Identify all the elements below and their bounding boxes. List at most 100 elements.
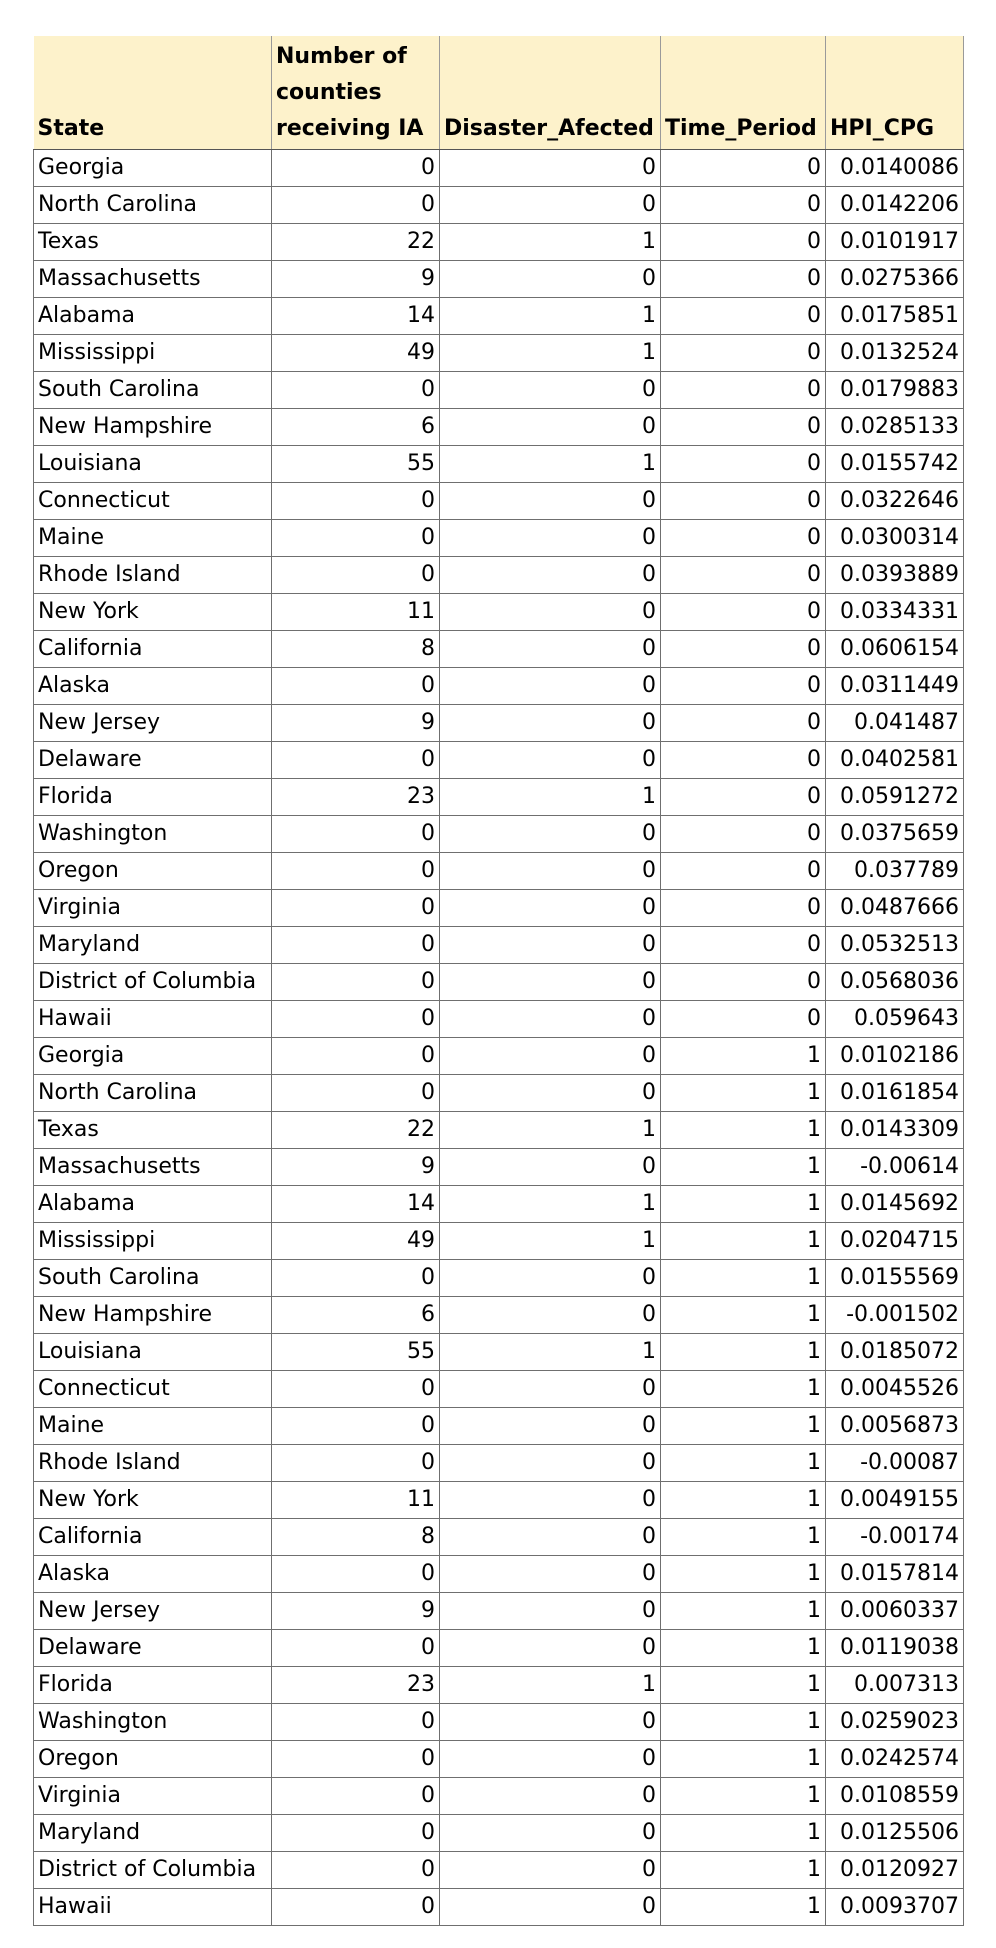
disaster-cell[interactable]: 0 [439,1851,661,1889]
state-cell[interactable]: Alaska [33,667,272,705]
hpi-cell[interactable]: 0.059643 [825,1000,964,1038]
time-period-cell[interactable]: 1 [660,1370,826,1408]
state-cell[interactable]: District of Columbia [33,1851,272,1889]
hpi-cell[interactable]: 0.0204715 [825,1222,964,1260]
hpi-cell[interactable]: 0.0606154 [825,630,964,668]
hpi-cell[interactable]: 0.0108559 [825,1777,964,1815]
disaster-cell[interactable]: 0 [439,1740,661,1778]
disaster-cell[interactable]: 1 [439,1111,661,1149]
counties-cell[interactable]: 0 [271,556,440,594]
counties-cell[interactable]: 9 [271,704,440,742]
time-period-cell[interactable]: 0 [660,371,826,409]
time-period-cell[interactable]: 1 [660,1444,826,1482]
state-cell[interactable]: Rhode Island [33,1444,272,1482]
hpi-cell[interactable]: 0.0322646 [825,482,964,520]
disaster-cell[interactable]: 0 [439,926,661,964]
counties-cell[interactable]: 9 [271,260,440,298]
hpi-cell[interactable]: 0.0334331 [825,593,964,631]
hpi-cell[interactable]: 0.0311449 [825,667,964,705]
disaster-cell[interactable]: 1 [439,778,661,816]
disaster-cell[interactable]: 0 [439,519,661,557]
header-disaster-affected[interactable]: Disaster_Afected [439,36,661,150]
hpi-cell[interactable]: 0.0375659 [825,815,964,853]
counties-cell[interactable]: 0 [271,482,440,520]
state-cell[interactable]: New Hampshire [33,408,272,446]
counties-cell[interactable]: 0 [271,1777,440,1815]
counties-cell[interactable]: 49 [271,1222,440,1260]
state-cell[interactable]: Texas [33,1111,272,1149]
state-cell[interactable]: Maine [33,519,272,557]
time-period-cell[interactable]: 0 [660,963,826,1001]
counties-cell[interactable]: 6 [271,408,440,446]
hpi-cell[interactable]: 0.0487666 [825,889,964,927]
disaster-cell[interactable]: 0 [439,815,661,853]
counties-cell[interactable]: 55 [271,1333,440,1371]
counties-cell[interactable]: 9 [271,1148,440,1186]
state-cell[interactable]: New Jersey [33,1592,272,1630]
disaster-cell[interactable]: 0 [439,1555,661,1593]
counties-cell[interactable]: 49 [271,334,440,372]
state-cell[interactable]: New York [33,593,272,631]
hpi-cell[interactable]: 0.0101917 [825,223,964,261]
counties-cell[interactable]: 0 [271,1629,440,1667]
state-cell[interactable]: Rhode Island [33,556,272,594]
time-period-cell[interactable]: 1 [660,1074,826,1112]
state-cell[interactable]: Delaware [33,741,272,779]
state-cell[interactable]: Oregon [33,1740,272,1778]
counties-cell[interactable]: 11 [271,1481,440,1519]
counties-cell[interactable]: 8 [271,630,440,668]
hpi-cell[interactable]: 0.0093707 [825,1888,964,1926]
hpi-cell[interactable]: 0.0060337 [825,1592,964,1630]
hpi-cell[interactable]: 0.0102186 [825,1037,964,1075]
hpi-cell[interactable]: 0.0402581 [825,741,964,779]
time-period-cell[interactable]: 1 [660,1555,826,1593]
hpi-cell[interactable]: 0.0045526 [825,1370,964,1408]
disaster-cell[interactable]: 0 [439,667,661,705]
disaster-cell[interactable]: 1 [439,334,661,372]
disaster-cell[interactable]: 0 [439,704,661,742]
hpi-cell[interactable]: 0.0185072 [825,1333,964,1371]
time-period-cell[interactable]: 1 [660,1296,826,1334]
header-time-period[interactable]: Time_Period [660,36,826,150]
disaster-cell[interactable]: 0 [439,741,661,779]
counties-cell[interactable]: 0 [271,1259,440,1297]
time-period-cell[interactable]: 1 [660,1629,826,1667]
counties-cell[interactable]: 0 [271,815,440,853]
counties-cell[interactable]: 23 [271,778,440,816]
time-period-cell[interactable]: 1 [660,1037,826,1075]
time-period-cell[interactable]: 0 [660,852,826,890]
hpi-cell[interactable]: 0.0242574 [825,1740,964,1778]
state-cell[interactable]: Washington [33,815,272,853]
disaster-cell[interactable]: 0 [439,1259,661,1297]
state-cell[interactable]: North Carolina [33,1074,272,1112]
counties-cell[interactable]: 0 [271,741,440,779]
time-period-cell[interactable]: 1 [660,1185,826,1223]
state-cell[interactable]: Georgia [33,1037,272,1075]
disaster-cell[interactable]: 1 [439,1222,661,1260]
hpi-cell[interactable]: 0.0056873 [825,1407,964,1445]
time-period-cell[interactable]: 1 [660,1407,826,1445]
hpi-cell[interactable]: 0.0591272 [825,778,964,816]
state-cell[interactable]: South Carolina [33,371,272,409]
counties-cell[interactable]: 22 [271,223,440,261]
time-period-cell[interactable]: 0 [660,1000,826,1038]
hpi-cell[interactable]: 0.0285133 [825,408,964,446]
state-cell[interactable]: Louisiana [33,445,272,483]
state-cell[interactable]: Oregon [33,852,272,890]
time-period-cell[interactable]: 1 [660,1111,826,1149]
time-period-cell[interactable]: 1 [660,1592,826,1630]
disaster-cell[interactable]: 0 [439,1814,661,1852]
time-period-cell[interactable]: 0 [660,593,826,631]
counties-cell[interactable]: 23 [271,1666,440,1704]
time-period-cell[interactable]: 0 [660,556,826,594]
disaster-cell[interactable]: 1 [439,445,661,483]
hpi-cell[interactable]: 0.0125506 [825,1814,964,1852]
disaster-cell[interactable]: 0 [439,1629,661,1667]
hpi-cell[interactable]: 0.0179883 [825,371,964,409]
time-period-cell[interactable]: 0 [660,260,826,298]
time-period-cell[interactable]: 1 [660,1740,826,1778]
state-cell[interactable]: New York [33,1481,272,1519]
state-cell[interactable]: Maine [33,1407,272,1445]
disaster-cell[interactable]: 0 [439,149,661,187]
counties-cell[interactable]: 0 [271,149,440,187]
